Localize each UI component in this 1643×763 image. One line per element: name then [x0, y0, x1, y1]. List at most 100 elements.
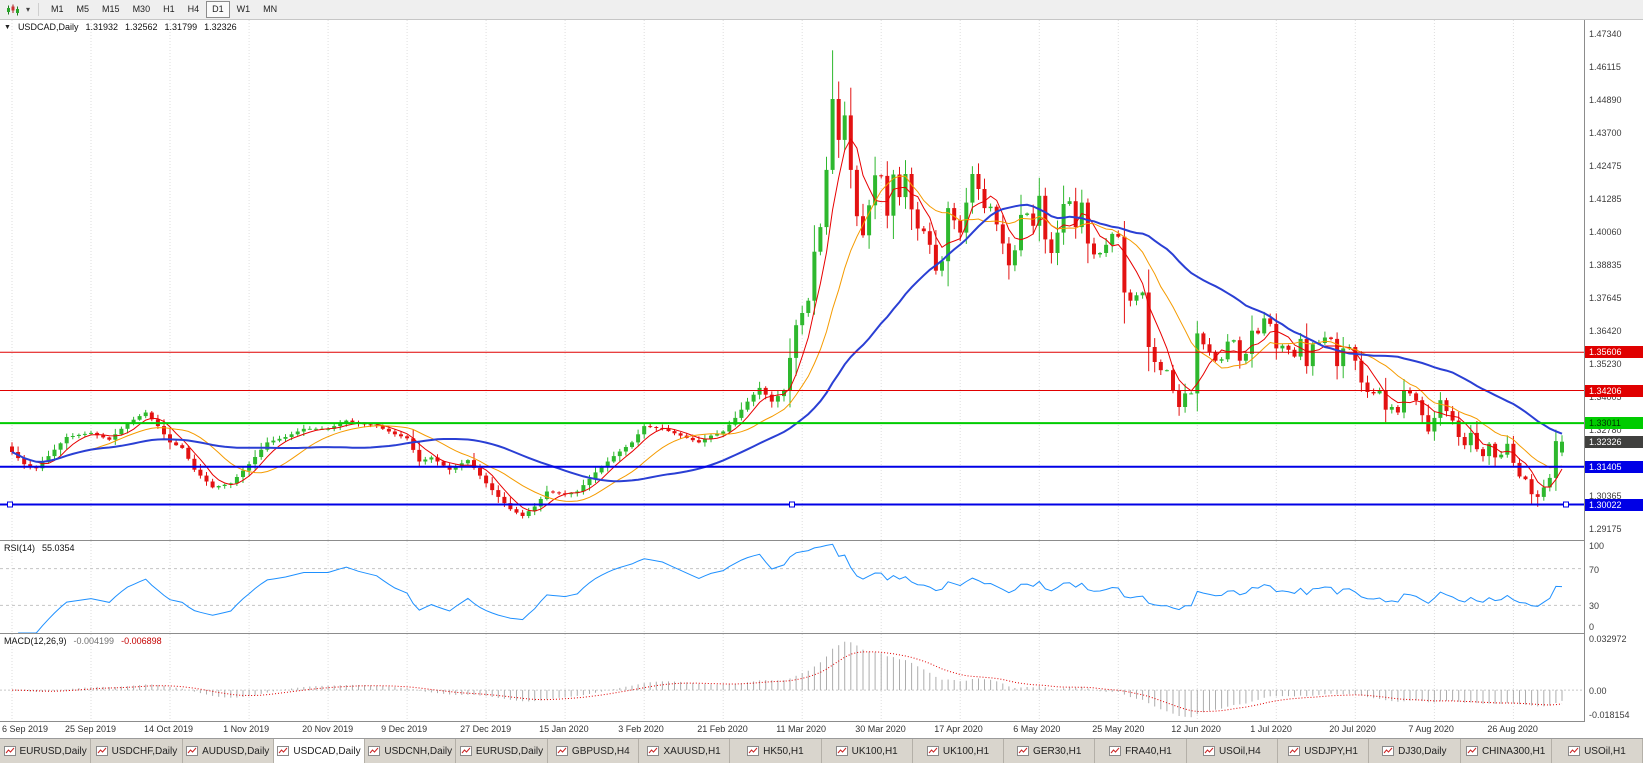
tab-chart-icon: [186, 746, 199, 756]
rsi-axis-label: 0: [1589, 622, 1595, 632]
chart-tab-china300-h1[interactable]: CHINA300,H1: [1460, 739, 1552, 763]
date-axis-label: 27 Dec 2019: [460, 724, 512, 734]
rsi-axis-label: 70: [1589, 564, 1600, 575]
rsi-indicator-panel[interactable]: RSI(14) 55.0354: [0, 541, 1584, 634]
rsi-chart[interactable]: [0, 541, 1584, 633]
chart-tab-label: DJ30,Daily: [1398, 745, 1447, 757]
main-chart-panel[interactable]: ▼ USDCAD,Daily 1.31932 1.32562 1.31799 1…: [0, 20, 1584, 541]
symbol-collapse-icon[interactable]: ▼: [4, 23, 11, 31]
macd-indicator-panel[interactable]: MACD(12,26,9) -0.004199 -0.006898: [0, 634, 1584, 722]
chart-tab-label: USDCHF,Daily: [111, 745, 178, 757]
chart-tab-usdchf-daily[interactable]: USDCHF,Daily: [91, 739, 183, 763]
current-price-tag: 1.32326: [1585, 435, 1643, 448]
tab-chart-icon: [1568, 746, 1581, 756]
chart-tab-ger30-h1[interactable]: GER30,H1: [1004, 739, 1096, 763]
timeframe-button-h4[interactable]: H4: [182, 1, 206, 18]
tab-chart-icon: [277, 746, 290, 756]
candlestick-chart[interactable]: [0, 20, 1584, 540]
chart-tab-label: EURUSD,Daily: [19, 745, 87, 757]
timeframe-button-mn[interactable]: MN: [257, 1, 283, 18]
date-axis-label: 1 Nov 2019: [223, 724, 270, 734]
hline-price-tag: 1.30022: [1585, 498, 1643, 511]
chart-tab-label: FRA40,H1: [1125, 745, 1172, 757]
date-axis-label: 14 Oct 2019: [144, 724, 194, 734]
price-axis-label: 1.36420: [1589, 326, 1622, 337]
price-axis-label: 1.35230: [1589, 358, 1622, 369]
chart-tab-label: USOil,H1: [1584, 745, 1626, 757]
date-axis-label: 26 Aug 2020: [1487, 724, 1538, 734]
date-axis-label: 17 Apr 2020: [934, 724, 983, 734]
date-axis[interactable]: 6 Sep 2019 25 Sep 2019 14 Oct 2019 1 Nov 20…: [0, 722, 1584, 738]
chart-tab-label: AUDUSD,Daily: [202, 745, 270, 757]
chart-tab-label: UK100,H1: [851, 745, 898, 757]
tab-chart-icon: [555, 746, 568, 756]
price-axis-label: 1.43700: [1589, 127, 1622, 138]
price-axis[interactable]: 1.47340 1.46115 1.44890 1.43700 1.42475 1.412…: [1584, 20, 1643, 722]
timeframe-buttons: M1 M5 M15 M30 H1 H4 D1 W1 MN: [45, 1, 283, 18]
timeframe-toolbar: ▾ M1 M5 M15 M30 H1 H4 D1 W1 MN: [0, 0, 1643, 20]
chart-tab-gbpusd-h4[interactable]: GBPUSD,H4: [547, 739, 639, 763]
macd-chart[interactable]: [0, 634, 1584, 721]
chart-tab-usdcnh-daily[interactable]: USDCNH,Daily: [365, 739, 457, 763]
chart-tab-audusd-daily[interactable]: AUDUSD,Daily: [182, 739, 274, 763]
tab-chart-icon: [926, 746, 939, 756]
rsi-axis-label: 30: [1589, 601, 1600, 612]
chart-tab-label: XAUUSD,H1: [663, 745, 721, 757]
chart-tab-eurusd-daily[interactable]: EURUSD,Daily: [456, 739, 548, 763]
price-axis-label: 1.44890: [1589, 95, 1622, 106]
tab-chart-icon: [95, 746, 108, 756]
macd-axis-label: 0.00: [1589, 686, 1607, 697]
date-axis-label: 20 Nov 2019: [302, 724, 354, 734]
chart-tab-xauusd-h1[interactable]: XAUUSD,H1: [638, 739, 731, 763]
price-axis-label: 1.30365: [1589, 491, 1622, 502]
timeframe-button-m15[interactable]: M15: [96, 1, 126, 18]
date-axis-label: 21 Feb 2020: [697, 724, 748, 734]
chart-tab-label: HK50,H1: [763, 745, 804, 757]
timeframe-button-d1[interactable]: D1: [206, 1, 230, 18]
tab-chart-icon: [3, 746, 16, 756]
price-axis-label: 1.29175: [1589, 523, 1622, 534]
chart-tab-dj30-daily[interactable]: DJ30,Daily: [1369, 739, 1461, 763]
chart-tab-hk50-h1[interactable]: HK50,H1: [730, 739, 822, 763]
timeframe-button-m5[interactable]: M5: [71, 1, 96, 18]
chart-tab-label: USDCNH,Daily: [384, 745, 453, 757]
tab-chart-icon: [835, 746, 848, 756]
chart-tab-label: EURUSD,Daily: [475, 745, 544, 757]
price-axis-label: 1.40060: [1589, 226, 1622, 237]
date-axis-label: 11 Mar 2020: [776, 724, 827, 734]
chart-tab-usdcad-daily[interactable]: USDCAD,Daily: [273, 739, 366, 763]
tab-chart-icon: [1288, 746, 1301, 756]
price-axis-label: 1.37645: [1589, 292, 1622, 303]
chart-tab-uk100-h1[interactable]: UK100,H1: [821, 739, 913, 763]
macd-axis-label: 0.032972: [1589, 634, 1627, 644]
date-axis-label: 20 Jul 2020: [1329, 724, 1376, 734]
tab-chart-icon: [459, 746, 472, 756]
chart-tab-fra40-h1[interactable]: FRA40,H1: [1095, 739, 1187, 763]
chart-tab-usoil-h1[interactable]: USOil,H1: [1551, 739, 1643, 763]
price-axis-label: 1.46115: [1589, 61, 1621, 72]
tab-chart-icon: [1202, 746, 1215, 756]
chart-tab-uk100-h1[interactable]: UK100,H1: [912, 739, 1005, 763]
chart-candles-icon[interactable]: [4, 4, 22, 16]
price-axis-label: 1.42475: [1589, 161, 1622, 172]
chart-tab-bar: EURUSD,Daily USDCHF,Daily AUDUSD,Daily USDC…: [0, 738, 1643, 763]
macd-axis-label: -0.018154: [1589, 710, 1630, 720]
price-axis-label: 1.34005: [1589, 392, 1622, 402]
timeframe-button-m1[interactable]: M1: [45, 1, 70, 18]
timeframe-button-w1[interactable]: W1: [231, 1, 257, 18]
date-axis-label: 6 Sep 2019: [2, 724, 49, 734]
date-axis-label: 15 Jan 2020: [539, 724, 589, 734]
date-axis-label: 3 Feb 2020: [618, 724, 664, 734]
chart-tab-usdjpy-h1[interactable]: USDJPY,H1: [1277, 739, 1370, 763]
chart-tab-label: USDJPY,H1: [1304, 745, 1358, 757]
tab-chart-icon: [1017, 746, 1030, 756]
tab-chart-icon: [368, 746, 381, 756]
chart-tab-label: USOil,H4: [1218, 745, 1261, 757]
chart-tab-eurusd-daily[interactable]: EURUSD,Daily: [0, 739, 92, 763]
timeframe-button-m30[interactable]: M30: [127, 1, 157, 18]
timeframe-button-h1[interactable]: H1: [157, 1, 181, 18]
toolbar-dropdown-arrow[interactable]: ▾: [26, 5, 31, 14]
chart-tab-usoil-h4[interactable]: USOil,H4: [1186, 739, 1278, 763]
tab-chart-icon: [747, 746, 760, 756]
tab-chart-icon: [1109, 746, 1122, 756]
